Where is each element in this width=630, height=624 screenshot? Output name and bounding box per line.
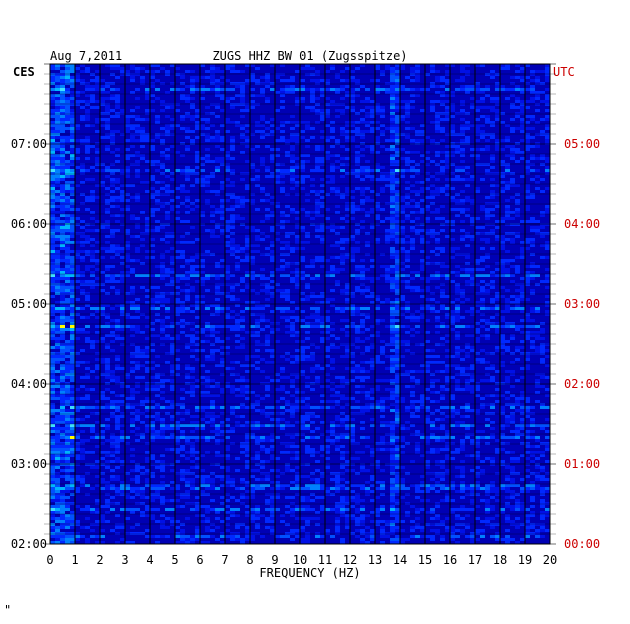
frequency-tick-label: 18 — [493, 553, 507, 567]
left-time-tick-label: 03:00 — [11, 457, 47, 471]
grid-lines — [44, 63, 556, 545]
right-time-tick-label: 04:00 — [564, 217, 600, 231]
right-zone-label: UTC — [553, 65, 575, 79]
frequency-tick-label: 5 — [171, 553, 178, 567]
left-time-tick-label: 06:00 — [11, 217, 47, 231]
frequency-tick-label: 2 — [96, 553, 103, 567]
right-time-tick-label: 05:00 — [564, 137, 600, 151]
frequency-tick-label: 6 — [196, 553, 203, 567]
station-title: ZUGS HHZ BW 01 (Zugsspitze) — [212, 49, 407, 63]
right-time-axis: 05:00 04:00 03:00 02:00 01:00 00:00 — [564, 137, 600, 551]
frequency-tick-label: 14 — [393, 553, 407, 567]
left-zone-label: CES — [13, 65, 35, 79]
right-time-tick-label: 03:00 — [564, 297, 600, 311]
left-time-tick-label: 04:00 — [11, 377, 47, 391]
left-time-tick-label: 05:00 — [11, 297, 47, 311]
left-time-axis: 07:00 06:00 05:00 04:00 03:00 02:00 — [11, 137, 47, 551]
footer-mark: " — [4, 603, 11, 617]
frequency-tick-label: 3 — [121, 553, 128, 567]
frequency-tick-label: 15 — [418, 553, 432, 567]
frequency-tick-label: 13 — [368, 553, 382, 567]
frequency-tick-label: 0 — [46, 553, 53, 567]
right-time-tick-label: 00:00 — [564, 537, 600, 551]
frequency-tick-label: 19 — [518, 553, 532, 567]
left-time-tick-label: 07:00 — [11, 137, 47, 151]
frequency-tick-label: 17 — [468, 553, 482, 567]
frequency-tick-label: 16 — [443, 553, 457, 567]
frequency-tick-label: 20 — [543, 553, 557, 567]
frequency-tick-label: 11 — [318, 553, 332, 567]
plot-border — [49, 63, 551, 545]
right-time-tick-label: 01:00 — [564, 457, 600, 471]
right-time-tick-label: 02:00 — [564, 377, 600, 391]
frequency-tick-label: 7 — [221, 553, 228, 567]
frequency-tick-label: 9 — [271, 553, 278, 567]
x-axis-label: FREQUENCY (HZ) — [259, 566, 360, 580]
frequency-tick-label: 4 — [146, 553, 153, 567]
date-label: Aug 7,2011 — [50, 49, 122, 63]
frequency-tick-label: 10 — [293, 553, 307, 567]
left-time-tick-label: 02:00 — [11, 537, 47, 551]
frequency-tick-label: 1 — [71, 553, 78, 567]
frequency-tick-label: 12 — [343, 553, 357, 567]
frequency-axis: 0 1 2 3 4 5 6 7 8 9 10 11 12 13 14 15 16 17 18 19 20 — [46, 553, 557, 567]
frequency-tick-label: 8 — [246, 553, 253, 567]
